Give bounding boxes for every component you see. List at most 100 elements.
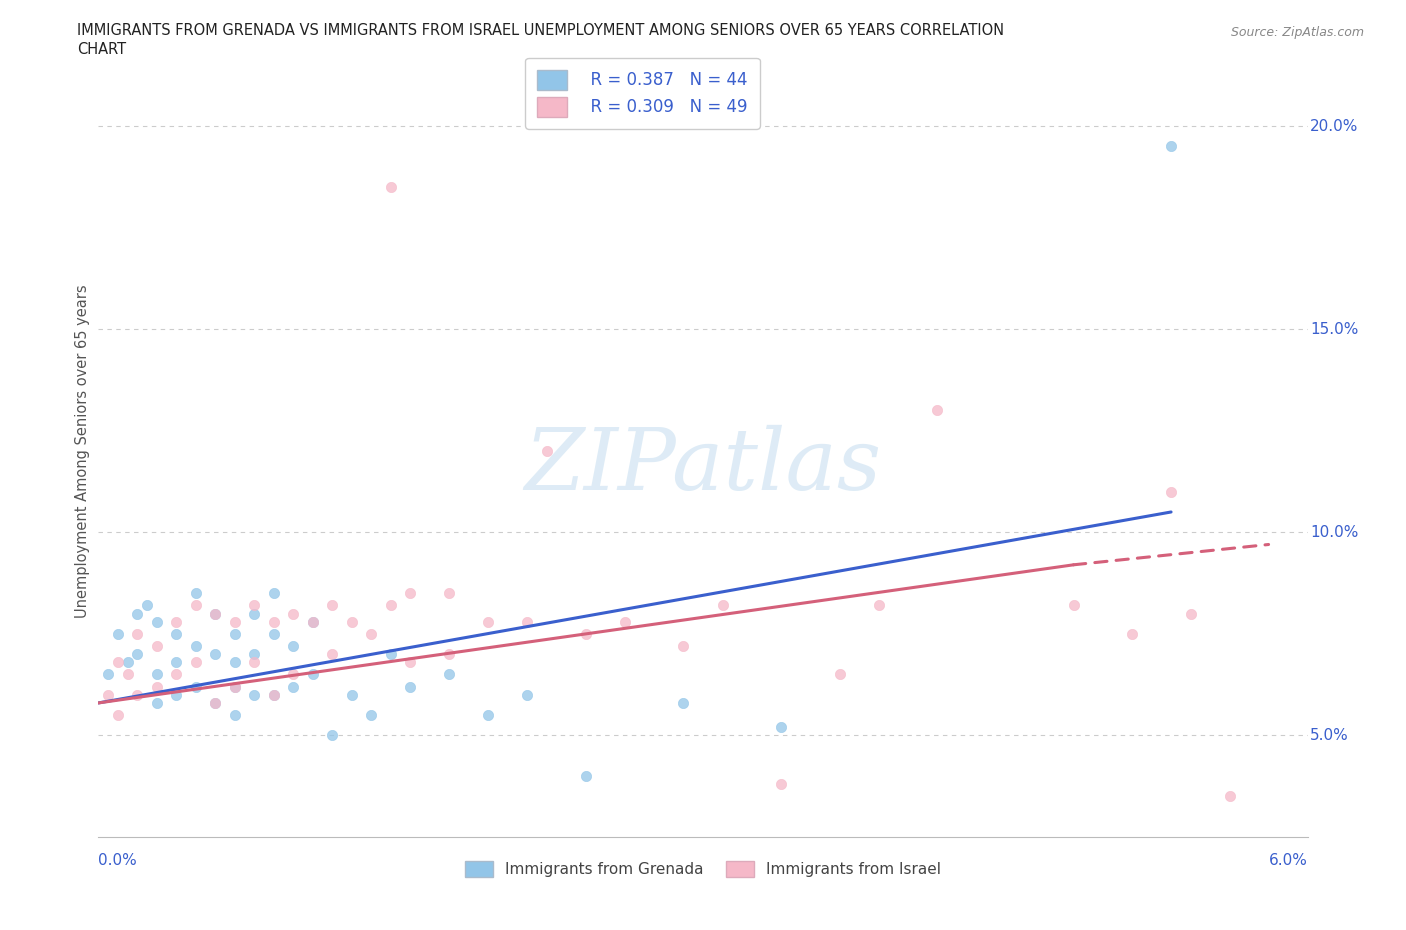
- Point: [184, 639, 207, 654]
- Point: [868, 598, 890, 613]
- Point: [165, 687, 187, 702]
- Point: [399, 679, 422, 694]
- Text: IMMIGRANTS FROM GRENADA VS IMMIGRANTS FROM ISRAEL UNEMPLOYMENT AMONG SENIORS OVE: IMMIGRANTS FROM GRENADA VS IMMIGRANTS FR…: [77, 23, 1004, 38]
- Point: [769, 720, 792, 735]
- Point: [1063, 598, 1085, 613]
- Point: [204, 606, 226, 621]
- Point: [283, 679, 305, 694]
- Point: [184, 679, 207, 694]
- Point: [127, 627, 149, 642]
- Point: [536, 444, 558, 458]
- Legend: Immigrants from Grenada, Immigrants from Israel: Immigrants from Grenada, Immigrants from…: [458, 856, 948, 884]
- Text: 15.0%: 15.0%: [1310, 322, 1358, 337]
- Point: [263, 687, 285, 702]
- Point: [204, 646, 226, 661]
- Point: [925, 403, 948, 418]
- Point: [321, 598, 343, 613]
- Point: [302, 614, 325, 629]
- Point: [1160, 139, 1182, 153]
- Point: [263, 614, 285, 629]
- Point: [672, 639, 695, 654]
- Point: [399, 586, 422, 601]
- Point: [204, 696, 226, 711]
- Point: [439, 667, 461, 682]
- Point: [127, 606, 149, 621]
- Point: [184, 586, 207, 601]
- Point: [399, 655, 422, 670]
- Point: [107, 655, 129, 670]
- Point: [263, 627, 285, 642]
- Text: 0.0%: 0.0%: [98, 853, 138, 869]
- Point: [340, 687, 363, 702]
- Point: [127, 646, 149, 661]
- Point: [321, 646, 343, 661]
- Point: [243, 646, 266, 661]
- Point: [614, 614, 637, 629]
- Point: [117, 667, 139, 682]
- Point: [302, 614, 325, 629]
- Point: [263, 687, 285, 702]
- Point: [477, 708, 499, 723]
- Point: [243, 606, 266, 621]
- Point: [146, 614, 169, 629]
- Point: [146, 679, 169, 694]
- Point: [360, 708, 382, 723]
- Point: [146, 667, 169, 682]
- Point: [165, 627, 187, 642]
- Point: [224, 679, 246, 694]
- Point: [477, 614, 499, 629]
- Point: [828, 667, 851, 682]
- Point: [360, 627, 382, 642]
- Point: [1180, 606, 1202, 621]
- Point: [224, 627, 246, 642]
- Point: [321, 728, 343, 743]
- Point: [380, 179, 402, 194]
- Point: [97, 687, 120, 702]
- Point: [224, 614, 246, 629]
- Text: 5.0%: 5.0%: [1310, 728, 1348, 743]
- Point: [575, 768, 598, 783]
- Point: [204, 696, 226, 711]
- Point: [243, 598, 266, 613]
- Point: [516, 614, 538, 629]
- Text: CHART: CHART: [77, 42, 127, 57]
- Point: [439, 646, 461, 661]
- Point: [204, 606, 226, 621]
- Point: [224, 655, 246, 670]
- Point: [224, 679, 246, 694]
- Point: [107, 627, 129, 642]
- Point: [340, 614, 363, 629]
- Point: [439, 586, 461, 601]
- Point: [165, 667, 187, 682]
- Point: [165, 614, 187, 629]
- Point: [107, 708, 129, 723]
- Point: [672, 696, 695, 711]
- Point: [769, 777, 792, 791]
- Point: [575, 627, 598, 642]
- Point: [224, 708, 246, 723]
- Point: [1160, 485, 1182, 499]
- Point: [146, 639, 169, 654]
- Point: [146, 696, 169, 711]
- Point: [243, 687, 266, 702]
- Text: 6.0%: 6.0%: [1268, 853, 1308, 869]
- Text: ZIPatlas: ZIPatlas: [524, 425, 882, 508]
- Point: [243, 655, 266, 670]
- Point: [283, 639, 305, 654]
- Text: 10.0%: 10.0%: [1310, 525, 1358, 539]
- Point: [97, 667, 120, 682]
- Text: 20.0%: 20.0%: [1310, 118, 1358, 134]
- Point: [184, 655, 207, 670]
- Point: [1121, 627, 1143, 642]
- Point: [184, 598, 207, 613]
- Point: [1219, 789, 1241, 804]
- Point: [380, 598, 402, 613]
- Y-axis label: Unemployment Among Seniors over 65 years: Unemployment Among Seniors over 65 years: [75, 285, 90, 618]
- Point: [165, 655, 187, 670]
- Point: [117, 655, 139, 670]
- Text: Source: ZipAtlas.com: Source: ZipAtlas.com: [1230, 26, 1364, 39]
- Point: [711, 598, 734, 613]
- Point: [516, 687, 538, 702]
- Point: [283, 667, 305, 682]
- Point: [263, 586, 285, 601]
